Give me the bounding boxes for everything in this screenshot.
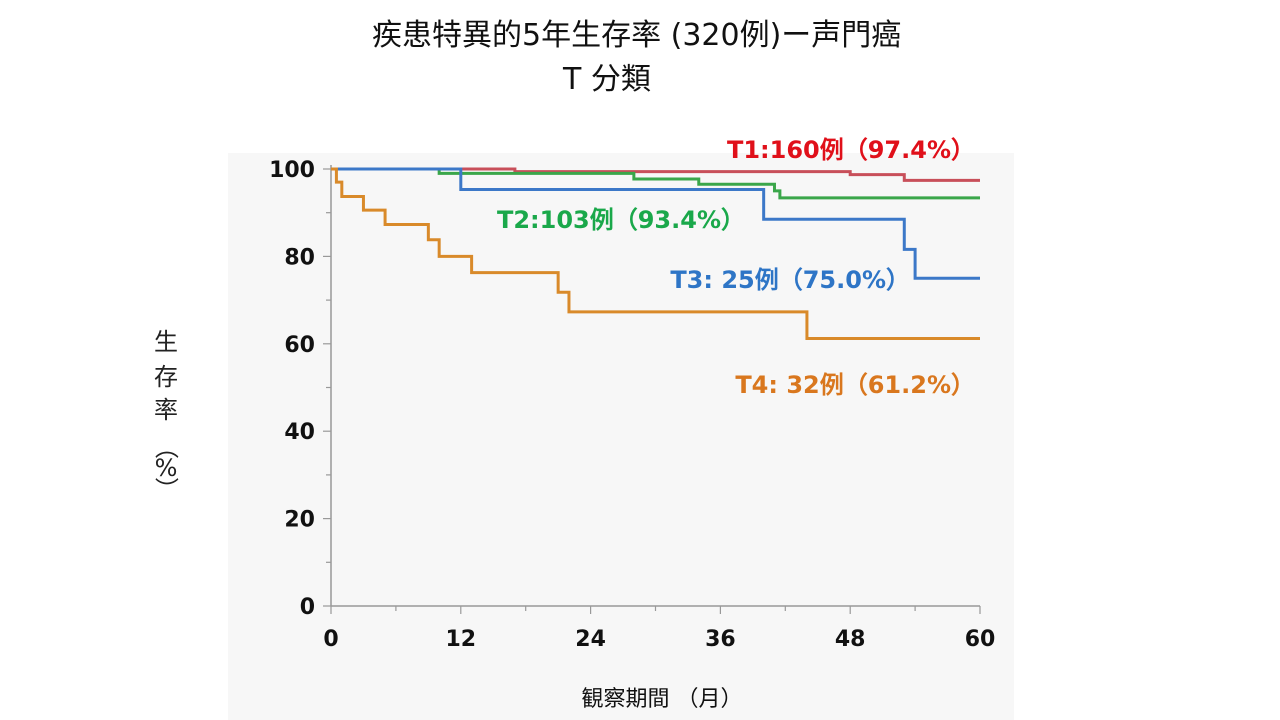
series-label-t4: T4: 32例（61.2%）: [735, 371, 975, 399]
title-line-1: 疾患特異的5年生存率 (320例)ー声門癌: [372, 18, 902, 53]
title-line-2: T 分類: [563, 62, 651, 97]
series-label-t2: T2:103例（93.4%）: [497, 206, 745, 234]
series-label-t3: T3: 25例（75.0%）: [670, 266, 910, 294]
y-axis-label-char: 生: [154, 328, 178, 356]
y-tick-label-80: 80: [284, 245, 315, 270]
y-axis-label-char: ）: [152, 477, 180, 501]
x-axis-label: 観察期間 （月）: [582, 687, 743, 712]
series-label-t1: T1:160例（97.4%）: [727, 136, 975, 164]
y-axis-label-char: 率: [154, 396, 178, 424]
series-line-t4: [331, 167, 980, 341]
y-axis-label-char: （: [152, 435, 180, 459]
x-tick-label-48: 48: [835, 627, 866, 652]
y-axis-label-char: 存: [154, 363, 178, 391]
y-tick-label-20: 20: [284, 508, 315, 533]
x-tick-label-12: 12: [445, 627, 476, 652]
y-tick-label-60: 60: [284, 333, 315, 358]
y-axis-label-char: %: [155, 454, 178, 482]
y-tick-label-40: 40: [284, 420, 315, 445]
series-line-t3: [331, 167, 980, 280]
x-tick-label-36: 36: [705, 627, 736, 652]
series-line-t2: [331, 167, 980, 200]
x-tick-label-0: 0: [323, 627, 338, 652]
series-line-t1: [331, 167, 980, 182]
y-tick-label-100: 100: [269, 158, 315, 183]
plot-background: [228, 153, 1014, 720]
y-tick-label-0: 0: [300, 595, 315, 620]
x-tick-label-24: 24: [575, 627, 606, 652]
x-tick-label-60: 60: [965, 627, 996, 652]
